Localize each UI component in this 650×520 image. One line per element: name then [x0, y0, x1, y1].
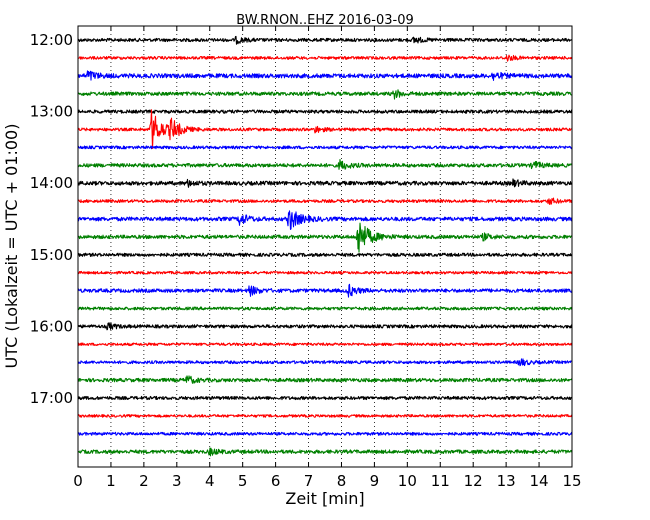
x-tick-label-2: 2	[139, 472, 149, 490]
plot-frame	[77, 25, 573, 468]
x-tick-labels: 0 1 2 3 4 5 6 7 8 9 10 11 12 13 14 15	[73, 472, 581, 490]
chart-title: BW.RNON..EHZ 2016-03-09	[236, 13, 414, 28]
trace-row-1500	[77, 252, 573, 257]
x-tick-label-13: 13	[497, 472, 516, 490]
x-tick-label-12: 12	[464, 472, 483, 490]
trace-row-1315	[77, 109, 573, 149]
x-tick-label-15: 15	[562, 472, 581, 490]
trace-row-1730	[77, 431, 573, 436]
y-tick-labels: 12:00 13:00 14:00 15:00 16:00 17:00	[30, 31, 73, 407]
x-tick-label-9: 9	[370, 472, 380, 490]
y-tick-label-1600: 16:00	[30, 317, 73, 335]
x-tick-label-7: 7	[304, 472, 314, 490]
axis-ticks	[77, 26, 573, 467]
trace-row-1245	[77, 89, 573, 100]
trace-row-1330	[77, 145, 573, 150]
x-tick-label-0: 0	[73, 472, 83, 490]
grid-lines	[110, 26, 540, 467]
x-tick-label-3: 3	[172, 472, 182, 490]
trace-row-1715	[77, 414, 573, 418]
y-tick-label-1200: 12:00	[30, 31, 73, 49]
x-tick-label-5: 5	[238, 472, 248, 490]
trace-row-1515	[77, 270, 573, 275]
trace-row-1300	[77, 109, 573, 114]
seismogram-traces	[77, 35, 573, 457]
x-tick-label-4: 4	[205, 472, 215, 490]
x-tick-label-14: 14	[530, 472, 549, 490]
y-tick-label-1300: 13:00	[30, 103, 73, 121]
trace-row-1415	[77, 197, 573, 205]
trace-row-1700	[77, 395, 573, 401]
trace-row-1230	[77, 70, 573, 81]
x-tick-label-10: 10	[398, 472, 417, 490]
x-tick-label-6: 6	[271, 472, 281, 490]
trace-row-1430	[77, 210, 573, 230]
trace-row-1615	[77, 342, 573, 347]
x-tick-label-1: 1	[106, 472, 116, 490]
y-tick-label-1500: 15:00	[30, 246, 73, 264]
trace-row-1600	[77, 322, 573, 331]
trace-row-1630	[77, 358, 573, 367]
trace-row-1400	[77, 178, 573, 188]
x-axis-label: Zeit [min]	[285, 489, 364, 508]
x-tick-label-8: 8	[337, 472, 347, 490]
trace-row-1215	[77, 54, 573, 62]
trace-row-1530	[77, 283, 573, 298]
trace-row-1345	[77, 159, 573, 170]
trace-row-1200	[77, 35, 573, 45]
trace-row-1745	[77, 447, 573, 457]
trace-row-1545	[77, 306, 573, 311]
x-tick-label-11: 11	[431, 472, 450, 490]
trace-row-1445	[77, 222, 573, 253]
y-tick-label-1700: 17:00	[30, 389, 73, 407]
y-tick-label-1400: 14:00	[30, 174, 73, 192]
y-axis-label: UTC (Lokalzeit = UTC + 01:00)	[2, 124, 21, 369]
trace-row-1645	[77, 375, 573, 384]
